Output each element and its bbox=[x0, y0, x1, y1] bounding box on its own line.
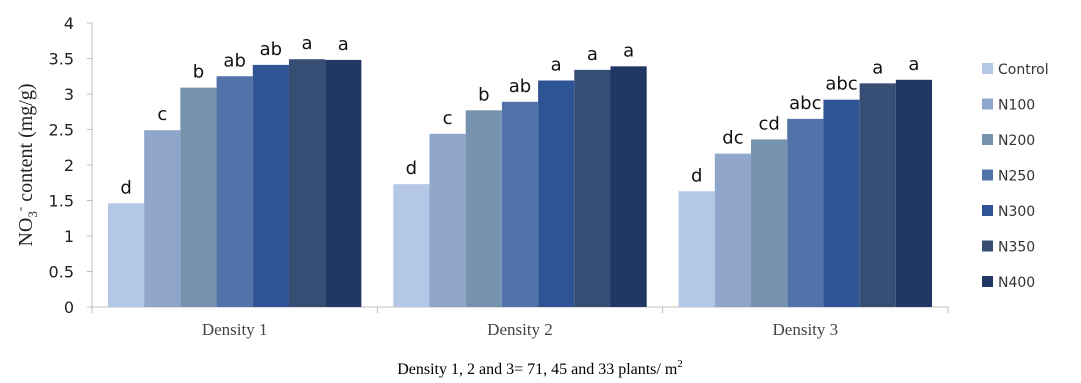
significance-letter: dc bbox=[722, 128, 743, 149]
y-tick-label: 0 bbox=[64, 298, 74, 317]
y-tick-label: 1 bbox=[64, 227, 74, 246]
significance-letter: a bbox=[338, 34, 349, 55]
significance-letter: a bbox=[623, 40, 634, 61]
y-tick-label: 4 bbox=[64, 14, 74, 33]
legend-item: N350 bbox=[982, 240, 1035, 256]
legend-label: N300 bbox=[998, 204, 1035, 220]
significance-letter: ab bbox=[260, 39, 282, 60]
y-tick-label: 2 bbox=[64, 156, 74, 175]
significance-letter: ab bbox=[509, 76, 531, 97]
bar-n100-2 bbox=[429, 133, 466, 307]
y-tick-label: 2.5 bbox=[49, 121, 74, 140]
legend-label: N350 bbox=[998, 240, 1035, 256]
x-category-label: Density 1 bbox=[202, 320, 268, 339]
y-axis-title: NO3- content (mg/g) bbox=[12, 83, 40, 246]
bars bbox=[107, 59, 933, 308]
legend-swatch bbox=[982, 240, 993, 252]
bar-control-1 bbox=[107, 203, 145, 307]
bar-n400-1 bbox=[325, 59, 362, 307]
significance-letter: a bbox=[908, 54, 919, 75]
y-tick-label: 0.5 bbox=[49, 263, 74, 282]
legend-label: N100 bbox=[998, 98, 1035, 114]
x-category-label: Density 2 bbox=[487, 320, 553, 339]
significance-letter: ab bbox=[223, 50, 245, 71]
bar-n350-3 bbox=[859, 83, 896, 307]
legend-item: Control bbox=[982, 62, 1049, 78]
legend-item: N300 bbox=[982, 204, 1035, 220]
significance-letter: a bbox=[587, 44, 598, 65]
legend-swatch bbox=[982, 276, 993, 287]
y-tick-label: 1.5 bbox=[49, 192, 74, 211]
significance-letter: d bbox=[406, 158, 417, 179]
significance-letter: d bbox=[691, 165, 702, 186]
legend-swatch bbox=[982, 205, 993, 216]
legend-swatch bbox=[982, 169, 993, 181]
bar-control-3 bbox=[678, 191, 715, 307]
significance-letter: cd bbox=[758, 113, 779, 134]
y-axis-label: NO3- content (mg/g) bbox=[12, 83, 40, 246]
x-category-label: Density 3 bbox=[773, 320, 839, 339]
legend-item: N100 bbox=[982, 98, 1035, 114]
bar-n300-1 bbox=[252, 64, 289, 307]
y-axis-ticks: 0 0.5 1 1.5 2 2.5 3 3.5 4 bbox=[49, 14, 74, 317]
y-tick-label: 3 bbox=[64, 85, 74, 104]
significance-letter: a bbox=[551, 55, 562, 76]
footnote-text: Density 1, 2 and 3= 71, 45 and 33 plants… bbox=[397, 358, 683, 378]
significance-letter: abc bbox=[825, 74, 857, 95]
significance-letter: d bbox=[120, 177, 131, 198]
significance-letter: abc bbox=[789, 93, 821, 114]
legend-swatch bbox=[982, 63, 993, 74]
bar-n200-1 bbox=[180, 87, 217, 307]
bar-n250-2 bbox=[501, 101, 539, 307]
legend: Control N100 N200 N250 N300 N350 N400 bbox=[982, 62, 1049, 291]
legend-item: N200 bbox=[982, 133, 1035, 149]
significance-letter: b bbox=[193, 62, 204, 83]
bar-n250-1 bbox=[216, 76, 253, 307]
significance-letter: c bbox=[157, 104, 167, 125]
bar-n400-2 bbox=[610, 66, 647, 307]
bar-n100-3 bbox=[714, 153, 752, 307]
bar-n200-2 bbox=[465, 110, 502, 307]
legend-label: N400 bbox=[998, 275, 1035, 291]
bar-control-2 bbox=[393, 184, 430, 307]
bar-n350-2 bbox=[574, 69, 611, 307]
legend-swatch bbox=[982, 98, 993, 110]
bar-n350-1 bbox=[288, 59, 326, 308]
significance-letter: b bbox=[478, 84, 489, 105]
footnote: Density 1, 2 and 3= 71, 45 and 33 plants… bbox=[397, 358, 683, 378]
bar-n250-3 bbox=[787, 118, 824, 307]
bar-n300-2 bbox=[538, 80, 575, 307]
legend-item: N400 bbox=[982, 275, 1035, 291]
legend-label: Control bbox=[998, 62, 1049, 78]
significance-letter: c bbox=[443, 108, 453, 129]
bar-n400-3 bbox=[895, 79, 933, 307]
legend-label: N250 bbox=[998, 169, 1035, 185]
bar-n100-1 bbox=[144, 130, 181, 307]
significance-letter: a bbox=[872, 57, 883, 78]
legend-item: N250 bbox=[982, 169, 1035, 185]
legend-swatch bbox=[982, 134, 993, 145]
x-axis-categories: Density 1 Density 2 Density 3 bbox=[202, 320, 838, 339]
significance-letter: a bbox=[302, 33, 313, 54]
bar-n300-3 bbox=[823, 99, 860, 308]
bar-n200-3 bbox=[751, 139, 788, 307]
y-tick-label: 3.5 bbox=[49, 50, 74, 69]
legend-label: N200 bbox=[998, 133, 1035, 149]
